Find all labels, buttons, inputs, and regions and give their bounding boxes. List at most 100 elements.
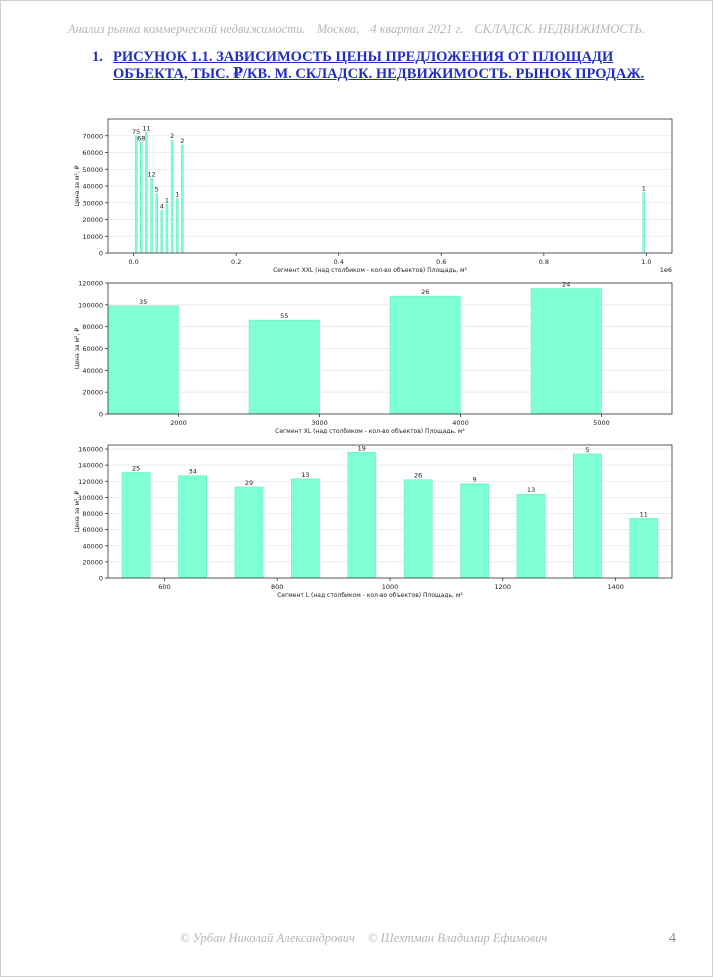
figure-caption[interactable]: 1. РИСУНОК 1.1. ЗАВИСИМОСТЬ ЦЕНЫ ПРЕДЛОЖ… bbox=[92, 49, 672, 83]
bar-count-label: 25 bbox=[132, 464, 140, 472]
bar-count-label: 13 bbox=[301, 471, 309, 479]
caption-number: 1. bbox=[92, 49, 103, 65]
bar bbox=[178, 475, 207, 578]
y-tick-label: 80000 bbox=[82, 510, 103, 518]
bar bbox=[291, 478, 320, 578]
y-tick-label: 40000 bbox=[82, 183, 103, 191]
bar-count-label: 1 bbox=[175, 191, 179, 199]
y-tick-label: 40000 bbox=[82, 542, 103, 550]
y-tick-label: 0 bbox=[99, 250, 103, 258]
bar-count-label: 26 bbox=[421, 288, 429, 296]
footer-author-2: © Шехтман Владимир Ефимович bbox=[368, 931, 548, 945]
bar-count-label: 9 bbox=[473, 476, 477, 484]
y-tick-label: 140000 bbox=[78, 462, 103, 470]
bar bbox=[165, 204, 169, 253]
bar bbox=[181, 144, 184, 253]
x-tick-label: 0.0 bbox=[128, 258, 138, 266]
bar-count-label: 55 bbox=[280, 312, 288, 320]
bar bbox=[160, 210, 164, 253]
y-tick-label: 120000 bbox=[78, 478, 103, 486]
x-tick-label: 0.8 bbox=[539, 258, 549, 266]
bar bbox=[170, 139, 174, 253]
x-tick-label: 1.0 bbox=[641, 258, 651, 266]
x-axis-label: Сегмент XXL (над столбиком - кол-во объе… bbox=[273, 267, 467, 274]
x-offset-label: 1e6 bbox=[660, 266, 672, 274]
bar-count-label: 4 bbox=[160, 202, 164, 210]
bar-count-label: 13 bbox=[527, 486, 535, 494]
header-segment: СКЛАДСК. НЕДВИЖИМОСТЬ. bbox=[474, 22, 646, 36]
bar-count-label: 68 bbox=[137, 134, 145, 142]
bar-count-label: 24 bbox=[562, 280, 570, 288]
bar bbox=[175, 198, 179, 253]
bar bbox=[248, 319, 320, 414]
bar bbox=[642, 192, 646, 253]
x-tick-label: 1000 bbox=[382, 583, 399, 591]
bar-count-label: 8 bbox=[705, 306, 709, 314]
x-axis-label: Сегмент XL (над столбиком - кол-во объек… bbox=[275, 428, 465, 435]
bar-count-label: 35 bbox=[139, 298, 147, 306]
x-tick-label: 600 bbox=[158, 583, 170, 591]
bar bbox=[629, 518, 659, 578]
bar bbox=[530, 288, 602, 414]
chart-l: 0 20000 40000 60000 80000 100000 120000 140000 1… bbox=[74, 444, 673, 599]
bar bbox=[460, 483, 489, 578]
y-tick-label: 80000 bbox=[82, 323, 103, 331]
y-tick-label: 0 bbox=[99, 575, 103, 583]
x-tick-label: 1400 bbox=[607, 583, 624, 591]
x-tick-label: 800 bbox=[271, 583, 283, 591]
y-axis-label: Цена за м², ₽ bbox=[74, 328, 81, 369]
plot-frame bbox=[107, 282, 673, 415]
header-city: Москва, bbox=[316, 22, 360, 36]
bar-count-label: 2 bbox=[170, 132, 174, 140]
x-tick-label: 0.2 bbox=[231, 258, 241, 266]
y-tick-label: 120000 bbox=[78, 280, 103, 288]
bar bbox=[403, 479, 433, 578]
y-tick-label: 100000 bbox=[78, 494, 103, 502]
y-tick-label: 50000 bbox=[82, 166, 103, 174]
y-axis-label: Цена за м², ₽ bbox=[74, 491, 81, 532]
bar bbox=[389, 295, 461, 414]
bar bbox=[347, 452, 377, 578]
y-tick-label: 30000 bbox=[82, 199, 103, 207]
y-tick-label: 100000 bbox=[78, 301, 103, 309]
page-header: Анализ рынка коммерческой недвижимости. … bbox=[0, 22, 713, 37]
bar bbox=[140, 142, 143, 253]
header-report: Анализ рынка коммерческой недвижимости. bbox=[67, 22, 306, 36]
y-tick-label: 0 bbox=[99, 411, 103, 419]
x-tick-label: 5000 bbox=[593, 419, 610, 427]
x-tick-label: 1200 bbox=[495, 583, 512, 591]
plot-frame bbox=[107, 118, 673, 254]
bar bbox=[145, 132, 148, 253]
x-tick-label: 4000 bbox=[452, 419, 469, 427]
bar-count-label: 2 bbox=[180, 137, 184, 145]
y-tick-label: 60000 bbox=[82, 345, 103, 353]
x-tick-label: 3000 bbox=[311, 419, 328, 427]
bar-count-label: 75 bbox=[132, 128, 140, 136]
bar-count-label: 1 bbox=[165, 196, 169, 204]
bar bbox=[134, 135, 138, 253]
caption-link[interactable]: РИСУНОК 1.1. ЗАВИСИМОСТЬ ЦЕНЫ ПРЕДЛОЖЕНИ… bbox=[113, 49, 645, 82]
y-tick-label: 60000 bbox=[82, 526, 103, 534]
bar-count-label: 5 bbox=[585, 446, 589, 454]
footer-author-1: © Урбан Николай Александрович bbox=[180, 931, 355, 945]
bar-count-label: 19 bbox=[358, 444, 366, 452]
bar bbox=[234, 486, 264, 578]
bar-count-label: 1 bbox=[642, 185, 646, 193]
bar bbox=[155, 193, 158, 253]
x-tick-label: 0.4 bbox=[334, 258, 344, 266]
y-tick-label: 20000 bbox=[82, 389, 103, 397]
bar bbox=[150, 178, 153, 253]
bar-count-label: 11 bbox=[142, 124, 150, 132]
bar bbox=[573, 453, 602, 578]
chart-xl: 0 20000 40000 60000 80000 100000 120000 35 55 26 2… bbox=[74, 280, 709, 435]
x-axis-label: Сегмент L (над столбиком - кол-во объект… bbox=[277, 592, 463, 599]
bar-count-label: 34 bbox=[188, 468, 196, 476]
y-tick-label: 70000 bbox=[82, 132, 103, 140]
bar-count-label: 29 bbox=[245, 479, 253, 487]
chart-xxl: 0 10000 20000 30000 40000 50000 60000 70000 7568… bbox=[74, 118, 673, 274]
bar bbox=[108, 305, 179, 414]
bar-count-label: 11 bbox=[640, 510, 648, 518]
bar-count-label: 26 bbox=[414, 472, 422, 480]
y-tick-label: 20000 bbox=[82, 558, 103, 566]
bar bbox=[516, 493, 546, 578]
